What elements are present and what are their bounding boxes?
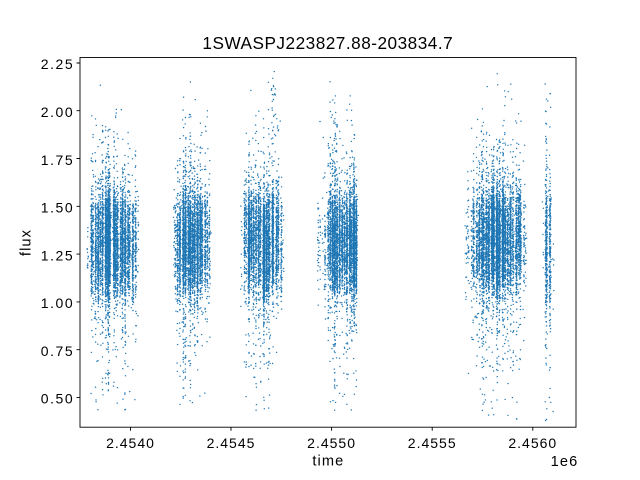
svg-text:1.00: 1.00 bbox=[41, 295, 74, 311]
svg-text:2.4560: 2.4560 bbox=[508, 435, 557, 451]
svg-text:2.4545: 2.4545 bbox=[207, 435, 256, 451]
svg-text:2.4555: 2.4555 bbox=[408, 435, 457, 451]
svg-text:time: time bbox=[312, 454, 344, 470]
svg-text:2.4540: 2.4540 bbox=[106, 435, 155, 451]
svg-text:1e6: 1e6 bbox=[551, 454, 579, 470]
svg-text:1SWASPJ223827.88-203834.7: 1SWASPJ223827.88-203834.7 bbox=[202, 33, 453, 53]
svg-text:2.25: 2.25 bbox=[41, 56, 74, 72]
svg-text:1.50: 1.50 bbox=[41, 200, 74, 216]
svg-text:2.4550: 2.4550 bbox=[307, 435, 356, 451]
svg-text:0.75: 0.75 bbox=[41, 343, 74, 359]
svg-text:1.25: 1.25 bbox=[41, 247, 74, 263]
svg-text:2.00: 2.00 bbox=[41, 104, 74, 120]
svg-text:0.50: 0.50 bbox=[41, 391, 74, 407]
svg-text:flux: flux bbox=[19, 229, 35, 256]
svg-text:1.75: 1.75 bbox=[41, 152, 74, 168]
